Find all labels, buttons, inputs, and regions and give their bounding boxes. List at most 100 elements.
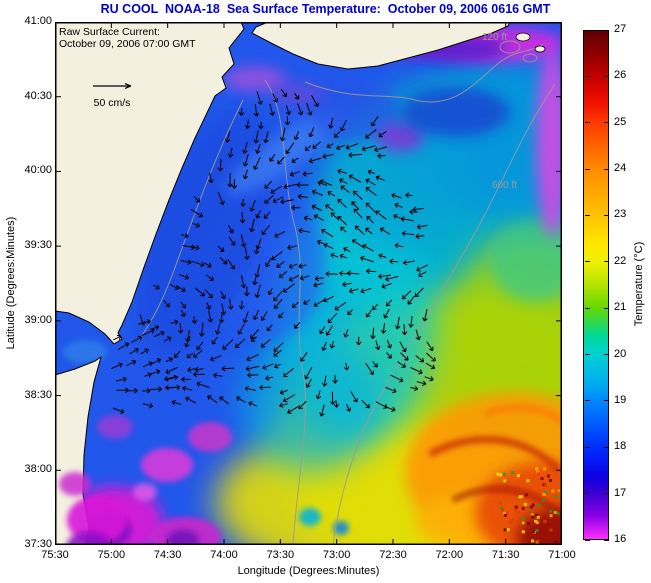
current-vector-arrow — [351, 201, 360, 210]
current-vector-arrow — [311, 204, 322, 211]
current-vector-arrow — [193, 350, 203, 358]
colorbar-tick-mark — [603, 29, 609, 31]
current-vector-arrow — [218, 314, 225, 324]
current-vector-arrow — [203, 262, 212, 268]
speckle-dot — [518, 495, 522, 499]
current-vector-arrow — [360, 287, 372, 294]
current-vector-arrow — [242, 311, 249, 324]
current-vector-arrow — [253, 130, 260, 144]
current-vector-arrow — [287, 244, 297, 251]
current-vector-arrow — [187, 367, 196, 373]
current-vector-arrow — [228, 298, 234, 310]
colorbar-tick-mark — [584, 29, 590, 31]
speckle-dot — [537, 503, 541, 507]
current-vector-arrow — [244, 286, 250, 297]
current-vector-arrow — [313, 298, 326, 307]
speckle-dot — [553, 511, 557, 515]
current-vector-arrow — [278, 312, 284, 319]
current-vector-arrow — [379, 227, 391, 235]
current-vector-arrow — [385, 406, 396, 412]
current-vector-arrow — [171, 399, 182, 406]
current-vector-arrow — [300, 351, 308, 362]
current-vector-arrow — [127, 387, 138, 394]
current-vector-arrow — [242, 154, 249, 167]
y-axis-title: Latitude (Degrees:Minutes) — [5, 216, 17, 350]
current-vector-arrow — [140, 348, 149, 355]
current-vectors — [111, 88, 436, 417]
current-vector-arrow — [366, 268, 377, 274]
current-vector-arrow — [207, 395, 218, 404]
bathymetry-contour — [332, 83, 556, 545]
speckle-dot — [549, 514, 553, 518]
current-vector-arrow — [378, 273, 391, 280]
current-vector-arrow — [193, 196, 201, 203]
y-tick-label: 38:00 — [24, 463, 52, 476]
y-tick-label: 37:30 — [24, 538, 52, 550]
current-vector-arrow — [262, 363, 274, 370]
current-vector-arrow — [269, 103, 275, 116]
current-vector-arrow — [352, 239, 365, 249]
current-vector-arrow — [372, 360, 378, 368]
current-vector-arrow — [330, 252, 339, 258]
speckle-dot — [498, 501, 502, 505]
current-vector-arrow — [207, 310, 214, 323]
colorbar-tick-mark — [584, 307, 590, 309]
speckle-dot — [510, 518, 514, 522]
colorbar-tick-mark — [603, 446, 609, 448]
current-vector-arrow — [190, 245, 200, 251]
current-vector-arrow — [254, 284, 261, 298]
current-vector-arrow — [291, 301, 299, 308]
speckle-dot — [531, 530, 535, 534]
current-vector-arrow — [273, 290, 283, 302]
colorbar-tick-label: 18 — [614, 440, 627, 453]
current-vector-arrow — [343, 362, 350, 371]
colorbar-tick-mark — [603, 122, 609, 124]
current-vector-arrow — [414, 287, 424, 298]
current-vector-arrow — [206, 274, 214, 281]
colorbar-tick-label: 24 — [614, 162, 627, 175]
colorbar-tick-mark — [603, 75, 609, 77]
current-vector-arrow — [274, 363, 281, 369]
current-vector-arrow — [279, 389, 288, 395]
current-vector-arrow — [415, 329, 421, 341]
current-vector-arrow — [416, 223, 428, 230]
current-vector-arrow — [247, 372, 259, 378]
current-vector-arrow — [337, 198, 347, 209]
speckle-dot — [535, 513, 539, 517]
current-vector-arrow — [193, 371, 205, 378]
current-vector-arrow — [280, 127, 286, 142]
current-vector-arrow — [258, 121, 264, 130]
current-vector-arrow — [240, 274, 247, 289]
current-vector-arrow — [374, 146, 387, 153]
current-vector-arrow — [321, 341, 327, 351]
speckle-dot — [548, 479, 552, 483]
speckle-dot — [502, 472, 506, 476]
current-vector-arrow — [180, 309, 186, 317]
current-vector-arrow — [151, 324, 160, 331]
speckle-dot — [531, 503, 535, 507]
speckle-dot — [503, 528, 507, 532]
map-plot-area: Raw Surface Current: October 09, 2006 07… — [55, 22, 562, 545]
isobath-label-120ft: 120 ft — [482, 32, 507, 43]
colorbar-tick-mark — [584, 400, 590, 402]
current-vector-arrow — [249, 199, 256, 212]
current-vector-arrow — [370, 327, 376, 339]
current-vector-arrow — [330, 212, 340, 221]
speckle-dot — [516, 511, 520, 515]
colorbar-tick-mark — [584, 539, 590, 541]
current-vector-arrow — [237, 323, 245, 335]
current-vector-arrow — [165, 366, 178, 375]
current-vector-arrow — [240, 234, 247, 248]
current-vector-arrow — [220, 290, 226, 300]
current-vector-arrow — [401, 290, 412, 300]
colorbar-tick-label: 17 — [614, 486, 627, 499]
bathymetry-contour — [522, 53, 538, 63]
current-vector-arrow — [115, 376, 127, 383]
current-vector-arrow — [348, 288, 359, 294]
current-vector-arrow — [365, 202, 377, 213]
speckle-dot — [540, 477, 544, 481]
current-vector-arrow — [366, 215, 374, 224]
current-vector-arrow — [375, 340, 381, 351]
scale-arrow — [93, 83, 132, 89]
current-vector-arrow — [425, 362, 436, 370]
